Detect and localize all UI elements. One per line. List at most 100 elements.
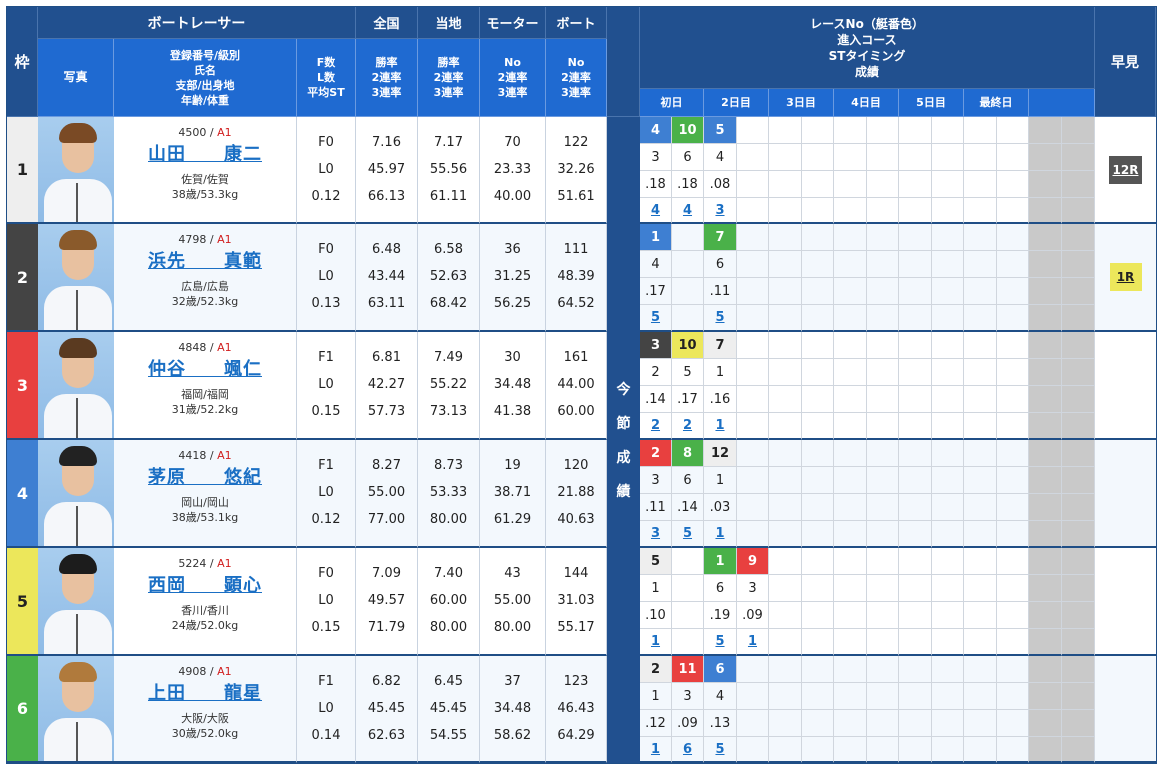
empty-cell [802, 386, 834, 413]
empty-cell [834, 440, 867, 467]
entry-course: 1 [640, 683, 672, 710]
zipper [76, 183, 78, 222]
racer-info: 4418 / A1 茅原 悠紀 岡山/岡山 38歳/53.1kg [114, 440, 297, 548]
day-header-0: 初日 [640, 89, 704, 117]
race-number[interactable]: 2 [640, 440, 672, 467]
finish-result[interactable]: 5 [640, 305, 672, 332]
race-number[interactable]: 3 [640, 332, 672, 359]
empty-cell [867, 117, 899, 144]
local-stats: 6.58 52.63 68.42 [418, 224, 480, 332]
finish-result[interactable]: 5 [704, 737, 737, 763]
hayami-race-link[interactable]: 1R [1109, 263, 1142, 291]
racer-name-link[interactable]: 西岡 顕心 [148, 575, 262, 596]
empty-cell [769, 386, 802, 413]
empty-cell [737, 710, 769, 737]
empty-cell [867, 359, 899, 386]
empty-cell [834, 117, 867, 144]
empty-cell [997, 602, 1029, 629]
finish-result[interactable]: 3 [704, 198, 737, 224]
race-number[interactable]: 8 [672, 440, 704, 467]
finish-result[interactable]: 1 [737, 629, 769, 656]
jacket [44, 502, 112, 546]
stat-value: 40.63 [557, 512, 595, 527]
empty-cell [1062, 440, 1095, 467]
results-header: レースNo（艇番色） 進入コース STタイミング 成績 [640, 7, 1095, 89]
race-number[interactable]: 1 [640, 224, 672, 251]
race-number[interactable]: 4 [640, 117, 672, 144]
empty-cell [737, 494, 769, 521]
empty-cell [1062, 656, 1095, 683]
empty-cell [737, 440, 769, 467]
frame-number: 3 [7, 332, 38, 440]
stat-value: L0 [318, 377, 334, 392]
finish-result[interactable]: 5 [704, 629, 737, 656]
fl-stats: F1 L0 0.14 [297, 656, 356, 763]
class-badge: A1 [217, 126, 232, 139]
race-number[interactable]: 5 [640, 548, 672, 575]
finish-result[interactable]: 3 [640, 521, 672, 548]
finish-result[interactable]: 1 [704, 413, 737, 440]
racer-name-link[interactable]: 茅原 悠紀 [148, 467, 262, 488]
hayami-race-link[interactable]: 12R [1108, 155, 1143, 184]
registration: 5224 / A1 [178, 557, 232, 570]
subheader-line: 2連率 [371, 71, 402, 84]
finish-result[interactable]: 5 [704, 305, 737, 332]
finish-result[interactable]: 1 [640, 737, 672, 763]
race-number[interactable]: 12 [704, 440, 737, 467]
finish-result[interactable]: 1 [704, 521, 737, 548]
hayami-cell [1095, 548, 1156, 656]
entry-course: 1 [640, 575, 672, 602]
empty-cell [672, 602, 704, 629]
empty-cell [899, 440, 932, 467]
motor-stats: 43 55.00 80.00 [480, 548, 546, 656]
finish-result[interactable]: 5 [672, 521, 704, 548]
race-number[interactable]: 2 [640, 656, 672, 683]
frame-number: 5 [7, 548, 38, 656]
empty-cell [737, 386, 769, 413]
race-number[interactable]: 11 [672, 656, 704, 683]
stat-value: 49.57 [367, 593, 406, 608]
subheader-line: レースNo（艇番色） [810, 16, 924, 31]
race-number[interactable]: 5 [704, 117, 737, 144]
stat-value: 60.00 [429, 593, 468, 608]
race-number[interactable]: 6 [704, 656, 737, 683]
empty-cell [867, 332, 899, 359]
finish-result[interactable]: 4 [672, 198, 704, 224]
boat-stats: 161 44.00 60.00 [546, 332, 607, 440]
national-subheader: 勝率 2連率 3連率 [356, 39, 418, 117]
finish-result[interactable]: 1 [640, 629, 672, 656]
finish-result[interactable]: 4 [640, 198, 672, 224]
racer-name-link[interactable]: 上田 龍星 [148, 683, 262, 704]
race-number[interactable]: 7 [704, 224, 737, 251]
racer-name-link[interactable]: 仲谷 颯仁 [148, 359, 262, 380]
stat-value: 120 [563, 458, 589, 473]
empty-cell [802, 278, 834, 305]
race-number[interactable]: 9 [737, 548, 769, 575]
finish-result[interactable]: 2 [640, 413, 672, 440]
finish-result[interactable]: 6 [672, 737, 704, 763]
empty-cell [964, 440, 997, 467]
stat-value: 52.63 [429, 269, 468, 284]
st-timing: .17 [640, 278, 672, 305]
empty-cell [1062, 144, 1095, 171]
race-number[interactable]: 7 [704, 332, 737, 359]
empty-cell [1062, 305, 1095, 332]
race-number[interactable]: 10 [672, 332, 704, 359]
empty-cell [1062, 251, 1095, 278]
empty-cell [867, 413, 899, 440]
race-number[interactable]: 1 [704, 548, 737, 575]
racer-name-link[interactable]: 山田 康二 [148, 144, 262, 165]
empty-cell [932, 171, 964, 198]
empty-cell [867, 467, 899, 494]
empty-cell [802, 467, 834, 494]
st-timing: .12 [640, 710, 672, 737]
zipper [76, 614, 78, 654]
race-number[interactable]: 10 [672, 117, 704, 144]
finish-result[interactable]: 2 [672, 413, 704, 440]
stat-value: 80.00 [429, 620, 468, 635]
empty-cell [1029, 144, 1062, 171]
empty-cell [834, 305, 867, 332]
reg-number: 4798 [178, 233, 207, 246]
racer-name-link[interactable]: 浜先 真範 [148, 251, 262, 272]
subheader-line: 支部/出身地 [175, 78, 235, 92]
